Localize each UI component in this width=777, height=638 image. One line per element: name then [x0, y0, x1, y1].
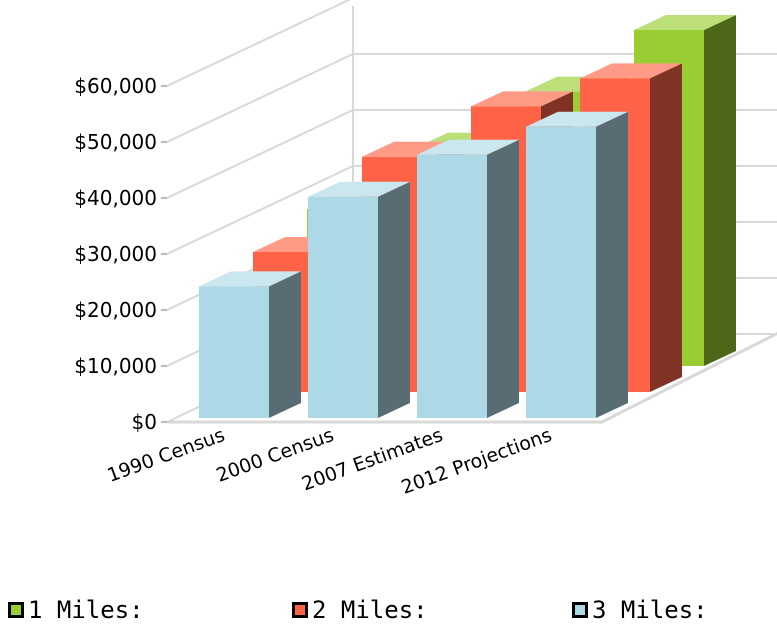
legend-item-2-miles: 2 Miles: [292, 596, 428, 624]
floor-edge [167, 331, 777, 424]
bar-top [417, 139, 519, 155]
bars [199, 15, 736, 419]
bar-side [378, 181, 410, 418]
legend-label-3-miles: 3 Miles: [592, 596, 708, 624]
bar-top [471, 91, 573, 107]
bar-3-miles-2012-projections [526, 111, 628, 419]
legend-item-1-miles: 1 Miles: [8, 596, 144, 624]
bar-top [526, 111, 628, 127]
legend-item-3-miles: 3 Miles: [572, 596, 708, 624]
y-tick-label: $10,000 [74, 354, 157, 378]
y-tick-label: $40,000 [74, 186, 157, 210]
legend-swatch-1-miles [8, 602, 24, 618]
y-tick-label: $30,000 [74, 242, 157, 266]
bar-side [596, 111, 628, 419]
bar-front [199, 286, 269, 418]
gridline-side [166, 165, 354, 255]
bar-3-miles-1990-census [199, 271, 301, 418]
bar-3-miles-2007-estimates [417, 139, 519, 419]
y-tick-label: $0 [132, 410, 157, 434]
bar-side [650, 63, 682, 393]
y-tick-labels: $0 $10,000 $20,000 $30,000 $40,000 $50,000 $60… [74, 74, 157, 434]
bar-top [308, 181, 410, 197]
bar-front [308, 196, 378, 418]
y-tick-label: $20,000 [74, 298, 157, 322]
bar-side [269, 271, 301, 418]
bar-top [634, 15, 736, 30]
legend-swatch-3-miles [572, 602, 588, 618]
bar-side [487, 139, 519, 419]
bar-3-miles-2000-census [308, 181, 410, 418]
y-tick-label: $50,000 [74, 130, 157, 154]
x-category-label: 1990 Census [104, 424, 227, 487]
gridline-side [166, 109, 354, 199]
bar-top [199, 271, 301, 287]
bar-front [417, 154, 487, 419]
chart: $0 $10,000 $20,000 $30,000 $40,000 $50,000 $60… [74, 0, 777, 499]
y-tick-label: $60,000 [74, 74, 157, 98]
gridline-side [166, 0, 352, 87]
legend-label-1-miles: 1 Miles: [28, 596, 144, 624]
gridline-side [166, 53, 354, 143]
bar-side [704, 15, 736, 366]
legend-swatch-2-miles [292, 602, 308, 618]
legend: 1 Miles: 2 Miles: 3 Miles: [0, 596, 777, 636]
bar-top [580, 63, 682, 79]
legend-label-2-miles: 2 Miles: [312, 596, 428, 624]
bar-front [526, 126, 596, 419]
